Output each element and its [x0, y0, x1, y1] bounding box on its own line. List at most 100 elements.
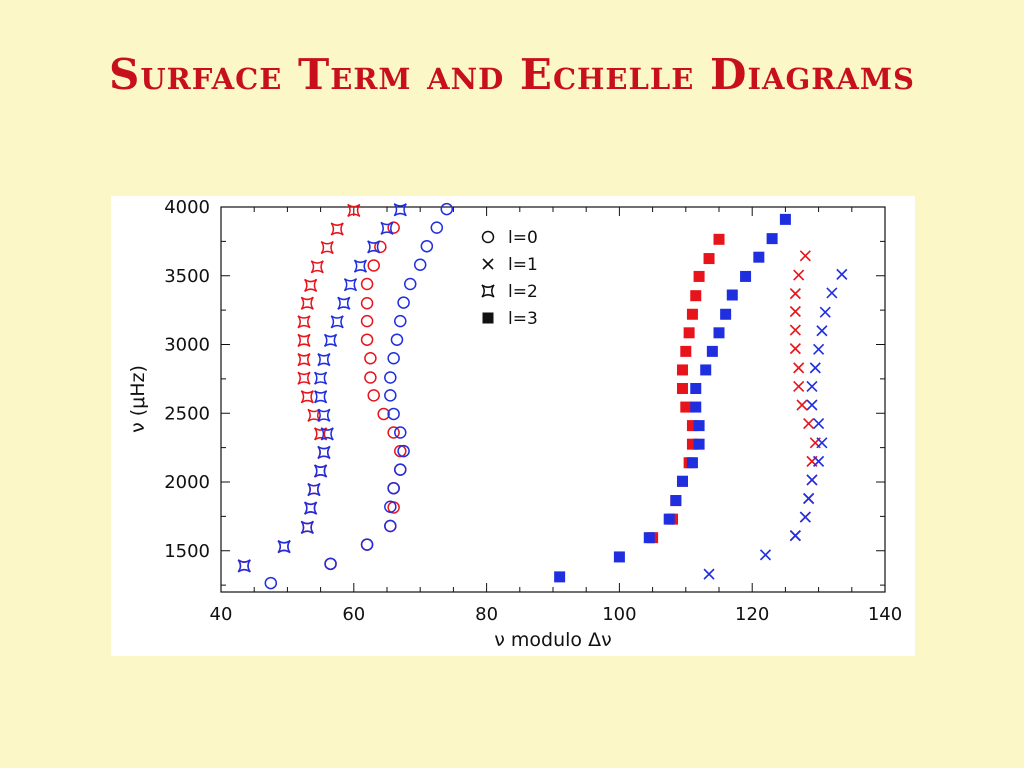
point-cross-red [789, 288, 801, 300]
point-cross-red [796, 399, 808, 411]
point-star-blue [277, 540, 291, 554]
point-cross-red [789, 305, 801, 318]
point-circle-blue [413, 258, 427, 271]
point-square-blue [693, 420, 705, 432]
point-square-blue [700, 364, 712, 376]
point-star-blue [393, 203, 407, 217]
x-tick-label: 80 [475, 604, 498, 625]
point-cross-blue [806, 474, 818, 486]
data-points [237, 202, 848, 590]
point-circle-blue [384, 371, 397, 384]
point-cross-red [793, 362, 805, 374]
point-square-red [676, 383, 688, 394]
point-circle-blue [430, 221, 444, 234]
point-star-blue [330, 315, 344, 329]
point-star-red [320, 240, 334, 255]
point-cross-blue [703, 568, 715, 580]
point-cross-blue [789, 530, 801, 542]
point-square-red [683, 327, 695, 339]
point-circle-red [387, 221, 400, 234]
y-tick-label: 2500 [164, 403, 210, 424]
point-square-blue [670, 495, 682, 507]
x-tick-label: 40 [210, 604, 233, 625]
point-circle-blue [387, 407, 400, 421]
point-cross-red [793, 269, 805, 281]
point-square-red [703, 253, 715, 265]
point-square-red [713, 233, 725, 245]
point-circle-blue [394, 463, 407, 476]
y-tick-label: 1500 [164, 541, 210, 562]
point-circle-blue [394, 426, 407, 439]
point-star-blue [317, 353, 331, 367]
point-star-blue [313, 371, 328, 385]
point-cross-blue [816, 325, 828, 337]
point-square-red [690, 290, 702, 302]
point-cross-blue [813, 343, 825, 355]
point-circle-red [364, 371, 377, 384]
point-circle-blue [403, 277, 417, 291]
point-circle-blue [387, 481, 400, 495]
y-tick-label: 4000 [164, 197, 210, 218]
point-square-blue [720, 308, 732, 320]
point-star-blue [300, 520, 314, 534]
x-axis-label: ν modulo Δν [494, 629, 611, 651]
point-square-red [680, 401, 692, 413]
point-square-blue [690, 401, 702, 413]
point-star-red [300, 296, 314, 310]
point-circle-red [367, 389, 380, 402]
point-star-blue [337, 296, 351, 310]
point-circle-red [374, 240, 387, 254]
point-star-red [347, 203, 361, 218]
y-tick-label: 3000 [164, 335, 210, 356]
point-star-red [297, 353, 311, 367]
legend: l=0 l=1 l=2 l=3 [481, 228, 538, 329]
point-cross-blue [803, 492, 815, 505]
point-square-blue [753, 251, 765, 263]
point-square-blue [643, 532, 655, 544]
point-circle-blue [387, 352, 400, 365]
point-circle-blue [384, 500, 397, 513]
y-axis-label: ν (μHz) [127, 365, 149, 433]
point-square-blue [740, 270, 752, 282]
point-star-blue [307, 482, 321, 497]
legend-marker-cross [482, 258, 494, 270]
y-tick-label: 2000 [164, 472, 210, 493]
point-star-blue [313, 390, 328, 404]
point-circle-red [360, 333, 374, 346]
point-cross-blue [819, 306, 831, 318]
point-square-red [680, 345, 692, 357]
point-cross-red [803, 417, 815, 430]
point-circle-blue [397, 296, 410, 309]
point-square-red [676, 364, 688, 376]
point-cross-blue [806, 380, 818, 393]
point-star-red [304, 278, 318, 292]
x-tick-label: 140 [868, 604, 902, 625]
legend-marker-square [482, 312, 494, 324]
point-star-red [297, 333, 311, 347]
point-star-blue [320, 427, 334, 441]
point-cross-blue [799, 511, 811, 523]
point-cross-blue [836, 268, 848, 280]
point-star-blue [237, 559, 251, 573]
point-cross-blue [806, 399, 818, 411]
point-square-red [686, 308, 698, 320]
point-star-red [310, 260, 324, 274]
point-circle-blue [360, 538, 374, 551]
point-star-red [297, 315, 311, 329]
legend-label: l=1 [508, 255, 538, 275]
tick-labels: 40 60 80 100 120 140 1500 2000 2500 3000 3500 4000 [164, 197, 902, 625]
point-square-blue [766, 233, 778, 245]
echelle-chart-panel: 40 60 80 100 120 140 1500 2000 2500 3000 3500 4000 … [111, 196, 915, 656]
point-square-blue [726, 289, 738, 301]
point-circle-blue [384, 389, 397, 402]
point-square-blue [676, 475, 688, 487]
legend-label: l=3 [508, 309, 538, 329]
point-cross-blue [813, 455, 825, 467]
x-tick-label: 120 [735, 604, 769, 625]
point-star-blue [353, 259, 368, 273]
x-tick-label: 100 [602, 604, 636, 625]
point-square-red [693, 270, 705, 282]
legend-label: l=0 [508, 228, 538, 248]
point-circle-red [367, 259, 380, 272]
legend-marker-star [481, 284, 495, 298]
